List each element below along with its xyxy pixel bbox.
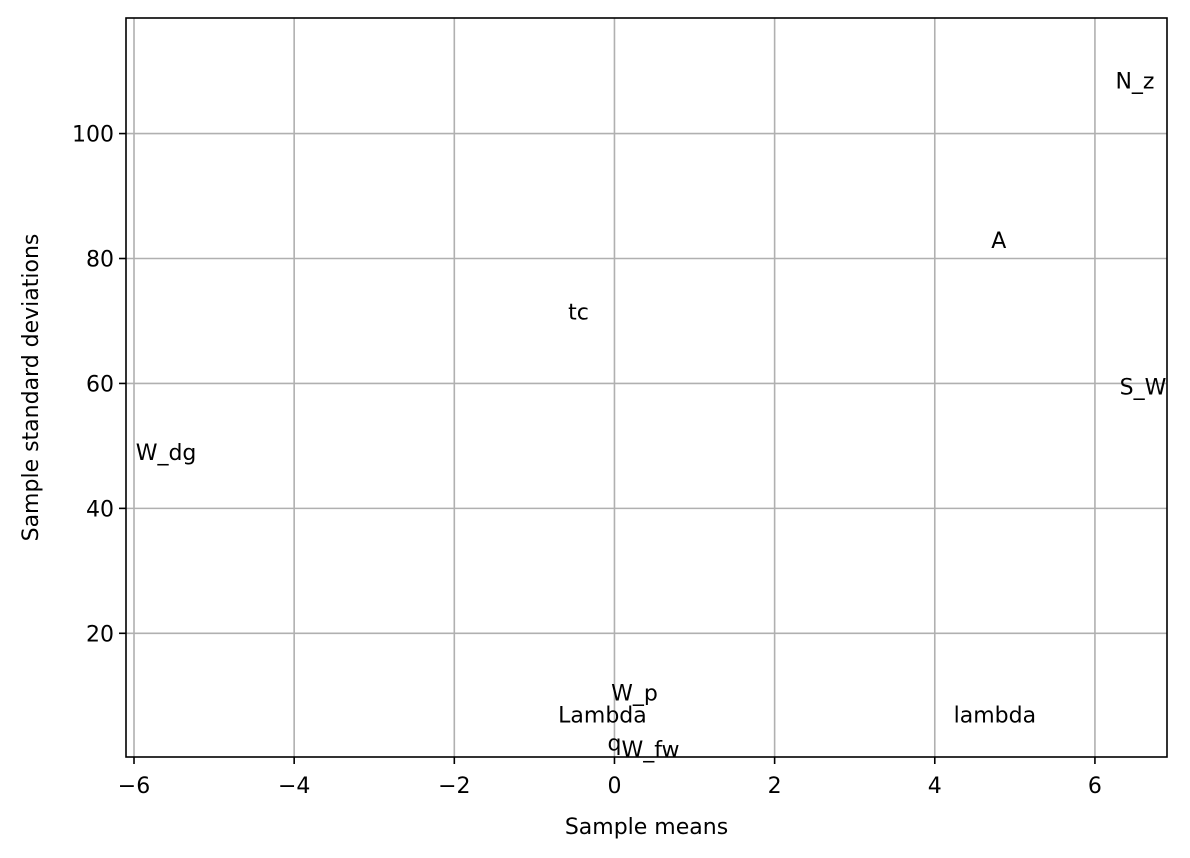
y-tick-label: 100: [72, 123, 114, 148]
x-axis-label: Sample means: [565, 815, 728, 840]
axis-ticks: −6 −4 −2 0 2 4 6 20 40 60 80 100: [72, 123, 1102, 799]
point-label-s-w: S_W: [1120, 376, 1167, 401]
y-tick-label: 80: [86, 248, 114, 273]
x-tick-label: −4: [278, 774, 310, 799]
point-label-w-p: W_p: [611, 682, 658, 707]
point-label-lambda: Lambda: [558, 704, 647, 729]
x-tick-label: 2: [768, 774, 782, 799]
x-tick-label: −6: [118, 774, 150, 799]
y-axis-label: Sample standard deviations: [19, 234, 44, 542]
plot-frame: [125, 17, 1168, 758]
point-label-tc: tc: [568, 301, 589, 326]
point-label-q: q: [607, 732, 621, 757]
point-label-n-z: N_z: [1115, 69, 1154, 94]
y-tick-label: 60: [86, 372, 114, 397]
point-label-w-fw: W_fw: [621, 738, 679, 763]
x-tick-label: 4: [928, 774, 942, 799]
y-tick-label: 40: [86, 497, 114, 522]
x-tick-label: 0: [607, 774, 621, 799]
x-tick-label: 6: [1088, 774, 1102, 799]
point-label-a: A: [991, 229, 1006, 254]
point-label-w-dg: W_dg: [136, 441, 197, 466]
y-tick-label: 20: [86, 622, 114, 647]
x-tick-label: −2: [438, 774, 470, 799]
grid-lines: [126, 18, 1167, 757]
point-label-lambda: lambda: [954, 704, 1036, 729]
